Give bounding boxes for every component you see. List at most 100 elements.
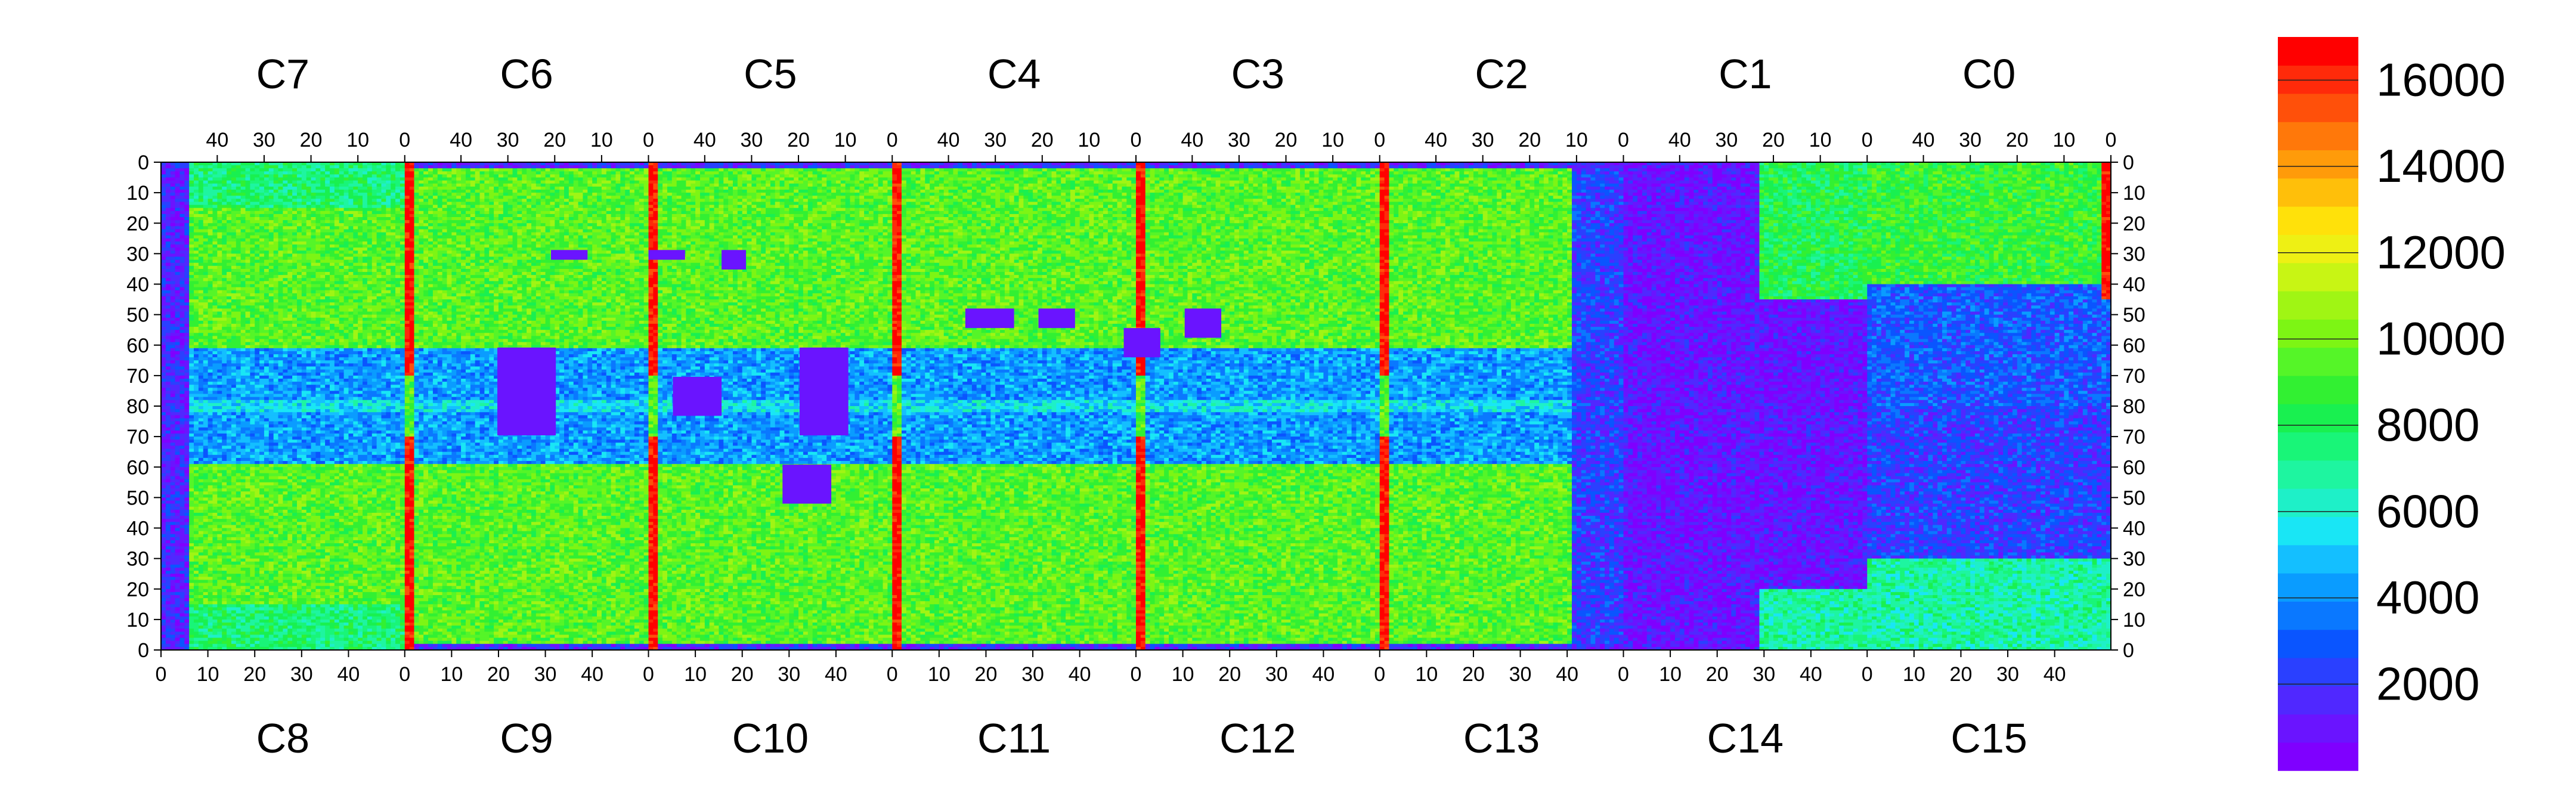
heatmap-cell-run [1952,190,1956,193]
heatmap-cell-run [930,193,934,196]
heatmap-cell-run [203,168,208,172]
heatmap-cell-run [1014,184,1019,187]
heatmap-cell-run [798,184,808,187]
heatmap-cell-run [1544,165,1553,169]
heatmap-cell-run [925,193,930,196]
heatmap-cell-run [1145,184,1150,187]
heatmap-cell-run [1647,187,1652,190]
heatmap-cell-run [1290,165,1295,169]
heatmap-cell-run [1581,190,1586,193]
heatmap-cell-run [363,178,367,181]
heatmap-cell-run [1347,181,1357,184]
heatmap-cell-run [751,184,756,187]
heatmap-cell-run [1197,174,1211,178]
heatmap-cell-run [916,178,921,181]
heatmap-cell-run [358,174,363,178]
heatmap-cell-run [480,187,485,190]
heatmap-cell-run [161,168,166,172]
heatmap-cell-run [822,171,831,175]
heatmap-cell-run [513,190,518,193]
heatmap-cell-run [953,184,962,187]
heatmap-cell-run [2008,184,2012,187]
heatmap-cell-run [1108,184,1113,187]
heatmap-cell-run [274,174,278,178]
heatmap-cell-run [1506,187,1516,190]
heatmap-cell-run [639,171,644,175]
heatmap-cell-run [194,190,199,193]
heatmap-cell-run [1047,165,1061,169]
heatmap-cell-run [733,168,738,172]
heatmap-cell-run [1549,178,1553,181]
heatmap-cell-run [756,193,761,196]
heatmap-cell-run [583,171,592,175]
heatmap-cell-run [1773,168,1783,172]
heatmap-cell-run [1905,171,1909,175]
heatmap-cell-run [602,168,606,172]
heatmap-cell-run [1436,190,1441,193]
heatmap-cell-run [259,193,264,196]
heatmap-cell-run [1722,190,1727,193]
heatmap-cell-run [2017,168,2022,172]
heatmap-cell-run [1933,190,1942,193]
heatmap-cell-run [2027,181,2032,184]
heatmap-cell-run [864,181,878,184]
heatmap-cell-run [766,168,775,172]
heatmap-cell-run [574,190,583,193]
heatmap-cell-run [1080,181,1085,184]
heatmap-cell-run [161,184,166,187]
heatmap-cell-run [1380,174,1389,178]
heatmap-cell-run [1726,190,1736,193]
heatmap-cell-run [1394,187,1398,190]
heatmap-cell-run [438,190,442,193]
heatmap-cell-run [1998,165,2003,169]
heatmap-cell-run [2041,181,2050,184]
heatmap-cell-run [780,181,785,184]
heatmap-cell-run [714,187,719,190]
heatmap-cell-run [222,190,227,193]
heatmap-cell-run [1516,174,1521,178]
heatmap-cell-run [1755,165,1760,169]
heatmap-cell-run [1633,171,1642,175]
heatmap-cell-run [1961,174,1965,178]
heatmap-cell-run [480,181,485,184]
heatmap-cell-run [208,178,213,181]
heatmap-cell-run [1375,174,1380,178]
heatmap-cell-run [1577,184,1581,187]
heatmap-cell-run [1867,190,1872,193]
heatmap-cell-run [377,165,382,169]
heatmap-cell-run [1745,165,1750,169]
heatmap-cell-run [1422,178,1432,181]
heatmap-cell-run [2069,171,2073,175]
heatmap-cell-run [1595,168,1600,172]
heatmap-cell-run [1426,168,1431,172]
heatmap-cell-run [902,168,916,172]
heatmap-cell-run [555,190,559,193]
heatmap-cell-run [1389,168,1394,172]
heatmap-cell-run [813,181,818,184]
heatmap-cell-run [1356,165,1361,169]
heatmap-cell-run [494,184,499,187]
heatmap-cell-run [738,168,742,172]
heatmap-cell-run [1539,174,1544,178]
heatmap-cell-run [1773,184,1778,187]
heatmap-cell-run [381,171,386,175]
heatmap-cell-run [358,178,363,181]
heatmap-cell-run [1052,171,1057,175]
heatmap-cell-run [484,190,494,193]
heatmap-cell-run [949,184,953,187]
heatmap-cell-run [1305,165,1309,169]
heatmap-cell-run [1319,187,1324,190]
heatmap-cell-run [1220,181,1230,184]
heatmap-cell-run [1619,190,1624,193]
heatmap-cell-run [1652,174,1657,178]
heatmap-cell-run [606,174,611,178]
heatmap-cell-run [1928,165,1933,169]
heatmap-cell-run [1849,178,1858,181]
heatmap-cell-run [615,174,620,178]
heatmap-cell-run [245,193,250,196]
heatmap-cell-run [536,181,541,184]
heatmap-cell-run [775,174,780,178]
heatmap-cell-run [2092,165,2097,169]
heatmap-cell-run [1764,168,1769,172]
heatmap-cell-run [2083,171,2088,175]
